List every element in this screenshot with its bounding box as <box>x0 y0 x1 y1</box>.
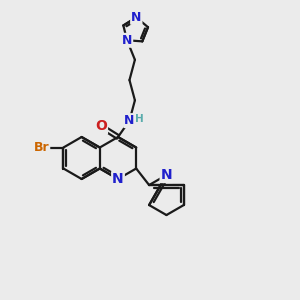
Text: H: H <box>135 114 144 124</box>
Text: Br: Br <box>34 141 49 154</box>
Text: N: N <box>124 114 135 127</box>
Text: N: N <box>122 34 132 47</box>
Text: N: N <box>160 168 172 182</box>
Text: N: N <box>131 11 142 24</box>
Text: N: N <box>112 172 124 186</box>
Text: O: O <box>95 119 107 134</box>
